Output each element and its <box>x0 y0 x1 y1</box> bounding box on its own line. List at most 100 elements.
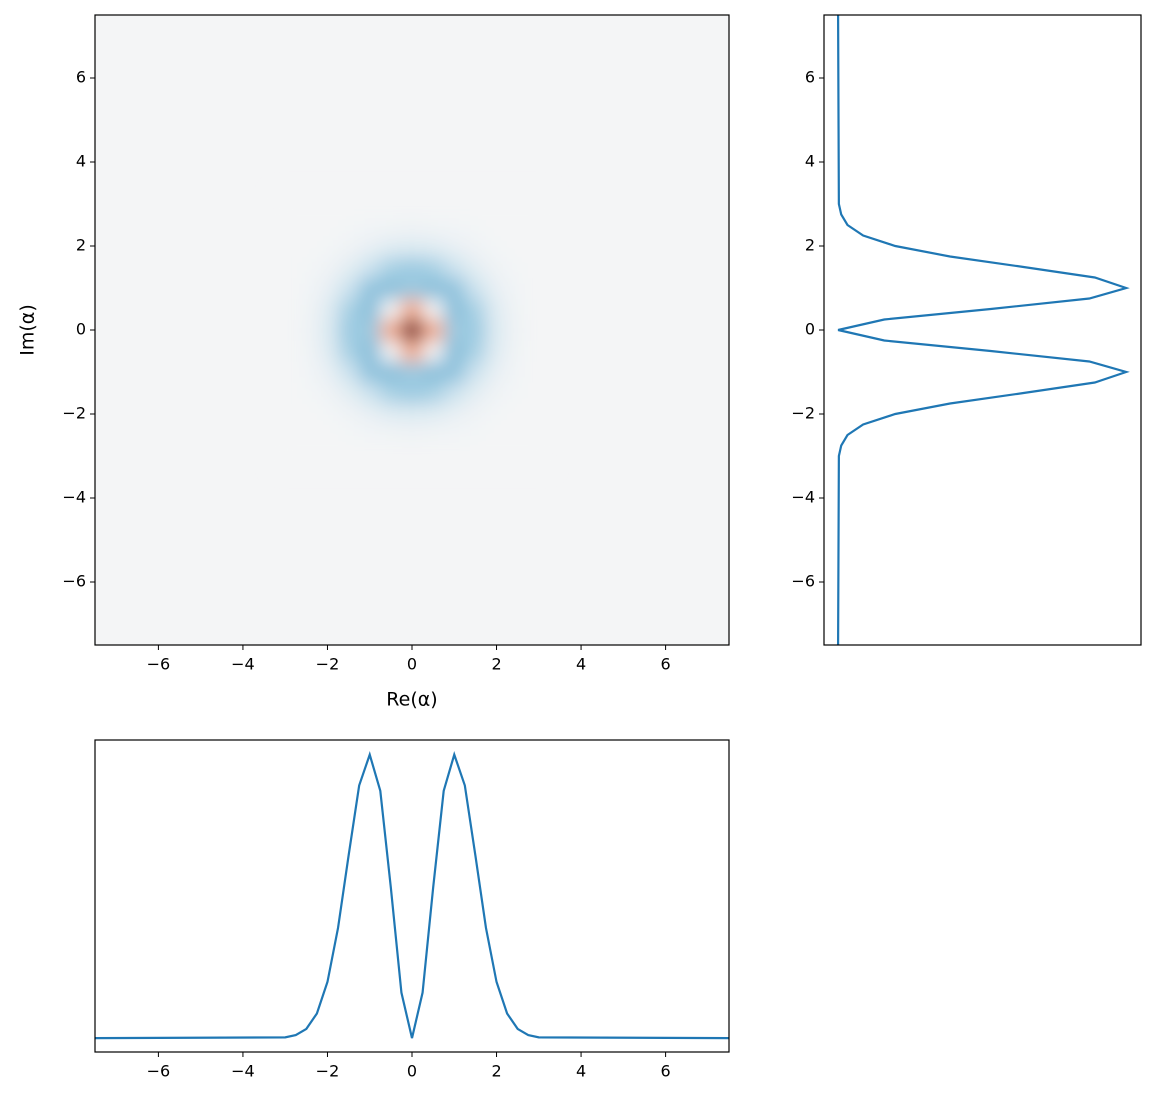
heatmap-cell <box>274 319 297 341</box>
heatmap-cell <box>359 277 381 299</box>
heatmap-cell <box>274 193 297 215</box>
heatmap-cell <box>528 403 550 425</box>
heatmap-cell <box>528 277 550 299</box>
heatmap-cell <box>316 403 339 425</box>
y-tick-label: −4 <box>62 488 86 507</box>
heatmap-cell <box>443 256 466 278</box>
heatmap-cell <box>338 361 360 383</box>
heatmap-cell <box>422 361 445 383</box>
heatmap-cell <box>507 277 529 299</box>
heatmap-cell <box>338 403 360 425</box>
heatmap-cell <box>401 340 424 362</box>
y-tick-label: 4 <box>76 152 86 171</box>
heatmap-cell <box>401 256 424 278</box>
heatmap-cell <box>295 193 318 215</box>
heatmap-cell <box>485 256 508 278</box>
heatmap-cell <box>485 361 508 383</box>
y-tick-label: 0 <box>76 320 86 339</box>
x-tick-label: 0 <box>407 655 417 674</box>
heatmap-cell <box>507 403 529 425</box>
line <box>95 751 729 1040</box>
heatmap-cell <box>464 340 487 362</box>
heatmap-cell <box>485 319 508 341</box>
heatmap-cell <box>443 403 466 425</box>
heatmap-cell <box>295 298 318 320</box>
heatmap-cell <box>422 298 445 320</box>
heatmap-cell <box>295 340 318 362</box>
heatmap-cell <box>443 277 466 299</box>
axes-frame <box>823 14 1142 646</box>
heatmap-cell <box>316 382 339 404</box>
heatmap-cell <box>528 340 550 362</box>
heatmap-cell <box>485 193 508 215</box>
heatmap-cell <box>422 445 445 467</box>
heatmap-cell <box>359 382 381 404</box>
heatmap-cell <box>380 319 402 341</box>
heatmap-cell <box>443 214 466 236</box>
heatmap-cell <box>380 361 402 383</box>
y-tick-label: 4 <box>805 152 815 171</box>
x-tick-label: 4 <box>576 1062 586 1081</box>
y-tick-label: −2 <box>62 404 86 423</box>
x-tick-label: 2 <box>491 1062 501 1081</box>
heatmap-cell <box>380 298 402 320</box>
heatmap-cell <box>380 277 402 299</box>
y-tick-label: 2 <box>805 236 815 255</box>
heatmap-cell <box>443 424 466 446</box>
heatmap-cell <box>464 235 487 257</box>
heatmap-cell <box>485 403 508 425</box>
heatmap-cell <box>464 277 487 299</box>
heatmap-cell <box>464 382 487 404</box>
heatmap-cell <box>507 214 529 236</box>
heatmap-cell <box>274 340 297 362</box>
heatmap-cell <box>507 340 529 362</box>
heatmap-cell <box>401 298 424 320</box>
y-tick-label: 2 <box>76 236 86 255</box>
heatmap-cell <box>338 193 360 215</box>
heatmap-cell <box>274 361 297 383</box>
heatmap-cell <box>295 277 318 299</box>
heatmap-cell <box>507 424 529 446</box>
x-tick-label: −4 <box>231 655 255 674</box>
x-tick-label: 4 <box>576 655 586 674</box>
heatmap-cell <box>359 235 381 257</box>
heatmap-cell <box>401 319 424 341</box>
heatmap-cell <box>422 277 445 299</box>
heatmap-cell <box>401 445 424 467</box>
heatmap-cell <box>316 298 339 320</box>
y-tick-label: 6 <box>805 68 815 87</box>
heatmap-cell <box>443 319 466 341</box>
heatmap-cell <box>380 235 402 257</box>
heatmap-cell <box>295 445 318 467</box>
x-tick-label: 0 <box>407 1062 417 1081</box>
heatmap-cell <box>485 382 508 404</box>
heatmap-cell <box>338 340 360 362</box>
heatmap-cell <box>485 277 508 299</box>
heatmap-cell <box>401 214 424 236</box>
heatmap-cell <box>295 382 318 404</box>
heatmap-cell <box>295 403 318 425</box>
heatmap-cell <box>507 235 529 257</box>
heatmap-cell <box>359 403 381 425</box>
heatmap-cell <box>485 340 508 362</box>
heatmap <box>95 15 729 645</box>
heatmap-cell <box>464 361 487 383</box>
heatmap-cell <box>316 214 339 236</box>
heatmap-cell <box>359 193 381 215</box>
heatmap-cell <box>359 340 381 362</box>
heatmap-cells <box>274 193 550 467</box>
heatmap-cell <box>528 424 550 446</box>
heatmap-cell <box>401 361 424 383</box>
heatmap-cell <box>464 256 487 278</box>
heatmap-cell <box>485 235 508 257</box>
y-tick-label: 6 <box>76 68 86 87</box>
heatmap-cell <box>380 256 402 278</box>
heatmap-cell <box>464 424 487 446</box>
y-tick-label: −4 <box>791 488 815 507</box>
x-tick-label: −2 <box>316 1062 340 1081</box>
heatmap-cell <box>380 445 402 467</box>
heatmap-cell <box>274 298 297 320</box>
heatmap-cell <box>464 403 487 425</box>
heatmap-cell <box>528 214 550 236</box>
